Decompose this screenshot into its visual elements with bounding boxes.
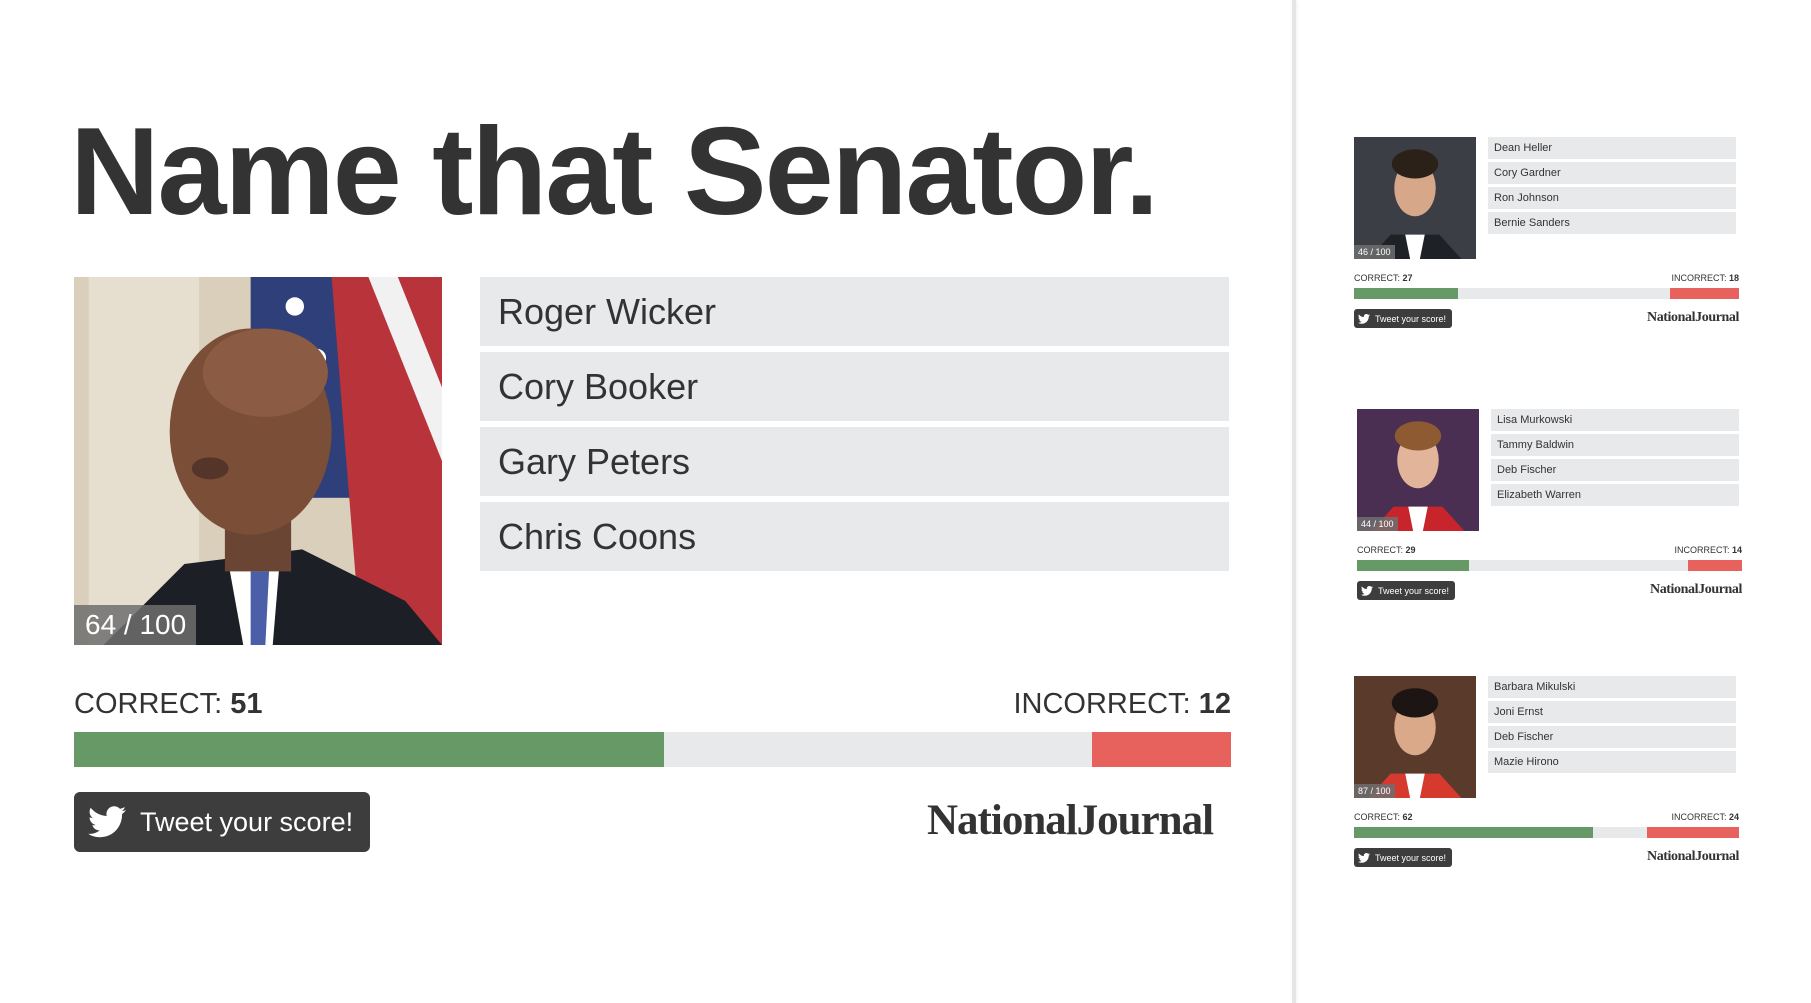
tweet-score-button[interactable]: Tweet your score! <box>1357 581 1455 600</box>
correct-stat: CORRECT: 51 <box>74 688 263 720</box>
tweet-button-label: Tweet your score! <box>140 806 354 837</box>
answer-option[interactable]: Elizabeth Warren <box>1491 484 1739 506</box>
tweet-button-label: Tweet your score! <box>1375 313 1447 324</box>
senator-photo: 44 / 100 <box>1357 409 1479 531</box>
incorrect-stat: INCORRECT: 12 <box>1013 688 1231 720</box>
correct-stat: CORRECT: 27 <box>1354 273 1413 283</box>
tweet-score-button[interactable]: Tweet your score! <box>74 792 370 852</box>
score-stats: CORRECT: 27 INCORRECT: 18 <box>1354 273 1739 283</box>
answer-options: Lisa Murkowski Tammy Baldwin Deb Fischer… <box>1491 409 1739 509</box>
correct-bar-fill <box>1354 827 1593 838</box>
correct-stat: CORRECT: 62 <box>1354 812 1413 822</box>
incorrect-count: 24 <box>1728 812 1739 822</box>
answer-option[interactable]: Lisa Murkowski <box>1491 409 1739 431</box>
correct-stat: CORRECT: 29 <box>1357 545 1416 555</box>
score-stats: CORRECT: 29 INCORRECT: 14 <box>1357 545 1742 555</box>
answer-option[interactable]: Ron Johnson <box>1488 187 1736 209</box>
answer-option[interactable]: Tammy Baldwin <box>1491 434 1739 456</box>
correct-bar-fill <box>1357 560 1469 571</box>
correct-count: 27 <box>1402 273 1413 283</box>
incorrect-bar-fill <box>1092 732 1231 767</box>
incorrect-stat: INCORRECT: 24 <box>1671 812 1739 822</box>
national-journal-logo: NationalJournal <box>1646 310 1739 325</box>
senator-portrait-image <box>74 277 442 645</box>
tweet-button-label: Tweet your score! <box>1375 852 1447 863</box>
answer-option[interactable]: Chris Coons <box>480 502 1229 571</box>
score-progress-bar <box>1357 560 1742 571</box>
answer-option[interactable]: Joni Ernst <box>1488 701 1736 723</box>
answer-options: Roger Wicker Cory Booker Gary Peters Chr… <box>480 277 1229 577</box>
score-stats: CORRECT: 62 INCORRECT: 24 <box>1354 812 1739 822</box>
answer-options: Barbara Mikulski Joni Ernst Deb Fischer … <box>1488 676 1736 776</box>
correct-count: 51 <box>230 688 263 720</box>
correct-count: 62 <box>1402 812 1413 822</box>
preview-card: 87 / 100 Barbara Mikulski Joni Ernst Deb… <box>1354 676 1739 867</box>
incorrect-bar-fill <box>1646 827 1739 838</box>
quiz-title: Name that Senator. <box>70 103 1159 241</box>
incorrect-stat: INCORRECT: 14 <box>1674 545 1742 555</box>
score-badge: 46 / 100 <box>1354 245 1395 259</box>
answer-options: Dean Heller Cory Gardner Ron Johnson Ber… <box>1488 137 1736 237</box>
answer-option[interactable]: Deb Fischer <box>1488 726 1736 748</box>
score-progress-bar <box>1354 288 1739 299</box>
answer-option[interactable]: Dean Heller <box>1488 137 1736 159</box>
senator-portrait-image <box>1354 676 1476 798</box>
score-badge: 87 / 100 <box>1354 784 1395 798</box>
score-progress-bar <box>74 732 1231 767</box>
incorrect-count: 14 <box>1731 545 1742 555</box>
twitter-bird-icon <box>1358 313 1370 324</box>
correct-bar-fill <box>74 732 665 767</box>
senator-photo: 64 / 100 <box>74 277 442 645</box>
score-stats: CORRECT: 51 INCORRECT: 12 <box>74 688 1231 721</box>
tweet-button-label: Tweet your score! <box>1378 585 1450 596</box>
correct-count: 29 <box>1405 545 1416 555</box>
score-progress-bar <box>1354 827 1739 838</box>
incorrect-count: 12 <box>1198 688 1231 720</box>
answer-option[interactable]: Cory Booker <box>480 352 1229 421</box>
incorrect-bar-fill <box>1669 288 1739 299</box>
preview-card: 44 / 100 Lisa Murkowski Tammy Baldwin De… <box>1357 409 1742 600</box>
answer-option[interactable]: Barbara Mikulski <box>1488 676 1736 698</box>
panel-divider <box>1292 0 1296 1003</box>
incorrect-bar-fill <box>1688 560 1742 571</box>
twitter-bird-icon <box>88 806 126 838</box>
senator-portrait-image <box>1354 137 1476 259</box>
preview-card: 46 / 100 Dean Heller Cory Gardner Ron Jo… <box>1354 137 1739 328</box>
national-journal-logo: NationalJournal <box>927 797 1214 844</box>
senator-photo: 46 / 100 <box>1354 137 1476 259</box>
score-badge: 44 / 100 <box>1357 517 1398 531</box>
main-quiz-panel: Name that Senator. 64 / 100 <box>70 103 1231 852</box>
senator-photo: 87 / 100 <box>1354 676 1476 798</box>
tweet-score-button[interactable]: Tweet your score! <box>1354 848 1452 867</box>
answer-option[interactable]: Roger Wicker <box>480 277 1229 346</box>
senator-portrait-image <box>1357 409 1479 531</box>
twitter-bird-icon <box>1358 852 1370 863</box>
answer-option[interactable]: Mazie Hirono <box>1488 751 1736 773</box>
incorrect-count: 18 <box>1728 273 1739 283</box>
twitter-bird-icon <box>1361 585 1373 596</box>
incorrect-stat: INCORRECT: 18 <box>1671 273 1739 283</box>
answer-option[interactable]: Gary Peters <box>480 427 1229 496</box>
answer-option[interactable]: Cory Gardner <box>1488 162 1736 184</box>
tweet-score-button[interactable]: Tweet your score! <box>1354 309 1452 328</box>
score-badge: 64 / 100 <box>74 605 197 645</box>
national-journal-logo: NationalJournal <box>1646 849 1739 864</box>
answer-option[interactable]: Bernie Sanders <box>1488 212 1736 234</box>
answer-option[interactable]: Deb Fischer <box>1491 459 1739 481</box>
national-journal-logo: NationalJournal <box>1649 582 1742 597</box>
correct-bar-fill <box>1354 288 1458 299</box>
